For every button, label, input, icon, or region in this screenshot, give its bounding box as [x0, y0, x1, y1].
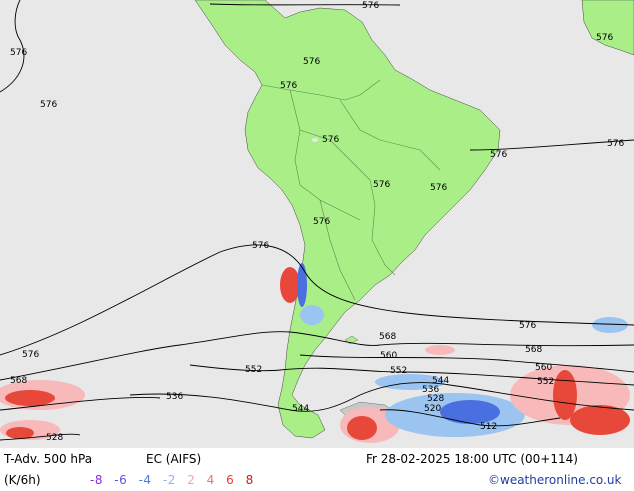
isoline-label: 576: [40, 100, 57, 110]
footer-row-2: (K/6h) -8 -6 -4 -2 2 4 6 8 ©weatheronlin…: [0, 470, 634, 491]
isoline-label: 576: [430, 183, 447, 193]
isoline-label: 576: [252, 241, 269, 251]
isoline-label: 576: [322, 135, 339, 145]
isoline-label: 528: [46, 433, 63, 443]
africa-landmass: [581, 0, 634, 56]
units-label: (K/6h): [4, 473, 41, 487]
legend-value: -4: [138, 473, 152, 487]
isoline-label: 544: [432, 376, 449, 386]
isoline-label: 552: [390, 366, 407, 376]
isoline-label: 552: [537, 377, 554, 387]
isoline-label: 568: [525, 345, 542, 355]
isoline-label: 568: [379, 332, 396, 342]
isoline-label: 576: [22, 350, 39, 360]
isoline-label: 576: [607, 139, 624, 149]
isoline-label: 512: [480, 422, 497, 432]
isolines: [0, 0, 634, 441]
isoline-label: 536: [166, 392, 183, 402]
model-name: EC (AIFS): [146, 452, 202, 466]
valid-time: Fr 28-02-2025 18:00 UTC (00+114): [366, 452, 578, 466]
lakes: [312, 138, 318, 142]
isoline-label: 528: [427, 394, 444, 404]
legend-value: -8: [90, 473, 103, 487]
advection-shading: [0, 263, 630, 443]
isoline-label: 552: [245, 365, 262, 375]
isoline-label: 576: [10, 48, 27, 58]
country-borders: [261, 79, 441, 301]
isoline-label: 576: [303, 57, 320, 67]
isoline-label: 520: [424, 404, 441, 414]
legend-value: 2: [187, 473, 196, 487]
credit-link[interactable]: ©weatheronline.co.uk: [488, 473, 622, 487]
isoline-labels: 576 576 576 576 576 576 576 576 576 576 …: [10, 1, 624, 443]
south-america-landmass: [194, 0, 501, 439]
isoline-label: 576: [313, 217, 330, 227]
legend-value: -2: [162, 473, 176, 487]
isoline-label: 544: [292, 404, 309, 414]
legend-value: 6: [226, 473, 235, 487]
weather-map: 576 576 576 576 576 576 576 576 576 576 …: [0, 0, 634, 448]
isoline-label: 576: [596, 33, 613, 43]
legend-value: -6: [114, 473, 128, 487]
isoline-label: 576: [373, 180, 390, 190]
isoline-label: 576: [280, 81, 297, 91]
legend-value: 8: [245, 473, 254, 487]
isoline-label: 576: [519, 321, 536, 331]
isoline-label: 576: [362, 1, 379, 11]
footer-row-1: T-Adv. 500 hPa EC (AIFS) Fr 28-02-2025 1…: [0, 449, 634, 470]
isoline-label: 560: [380, 351, 397, 361]
map-title: T-Adv. 500 hPa: [4, 452, 93, 466]
isoline-label: 536: [422, 385, 439, 395]
legend-value: 4: [206, 473, 215, 487]
color-legend: -8 -6 -4 -2 2 4 6 8: [90, 473, 261, 487]
isoline-label: 568: [10, 376, 27, 386]
isoline-label: 576: [490, 150, 507, 160]
isoline-label: 560: [535, 363, 552, 373]
